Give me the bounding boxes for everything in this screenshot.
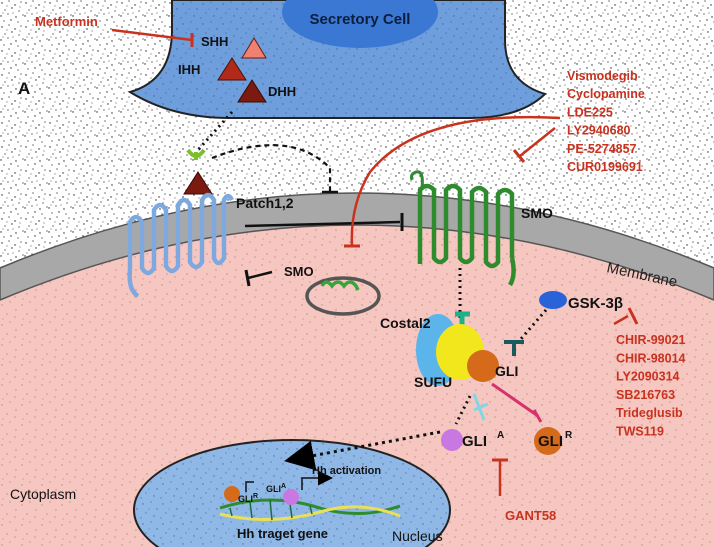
gsk-inhibitor-item: CHIR-99021: [616, 333, 686, 347]
ihh-label: IHH: [178, 62, 200, 77]
shh-label: SHH: [201, 34, 228, 49]
hh-activation-label: Hh activation: [312, 465, 381, 477]
gsk-inhibitor-item: Trideglusib: [616, 406, 683, 420]
gli-label: GLI: [495, 363, 518, 379]
gsk-inhibitor-item: LY2090314: [616, 370, 680, 384]
target-gene-label: Hh traget gene: [237, 526, 328, 541]
internal-smo-label: SMO: [284, 264, 314, 279]
metformin-label: Metformin: [35, 14, 98, 29]
dhh-label: DHH: [268, 84, 296, 99]
gli-activator-protein-icon: [441, 429, 463, 451]
gsk3b-label: GSK-3β: [568, 295, 623, 312]
sufu-label: SUFU: [414, 374, 452, 390]
smo-inhibitor-item: LDE225: [567, 105, 613, 119]
cytoplasm-label: Cytoplasm: [10, 486, 76, 502]
costal2-label: Costal2: [380, 315, 431, 331]
panel-letter: A: [18, 79, 30, 98]
gsk-inhibitor-item: SB216763: [616, 388, 675, 402]
patch-label: Patch1,2: [236, 195, 294, 211]
smo-inhibitor-item: CUR0199691: [567, 160, 643, 174]
smo-inhibitor-item: Vismodegib: [567, 69, 638, 83]
gant58-label: GANT58: [505, 508, 556, 523]
smo-inhibitor-item: PE-5274857: [567, 142, 637, 156]
gsk-inhibitor-item: CHIR-98014: [616, 351, 686, 365]
smo-label: SMO: [521, 205, 553, 221]
nuclear-gli-activator-icon: [283, 489, 299, 505]
smo-inhibitor-item: LY2940680: [567, 124, 631, 138]
secretory-cell-label: Secretory Cell: [310, 11, 411, 28]
smo-inhibitor-item: Cyclopamine: [567, 87, 645, 101]
gsk3b-protein-icon: [539, 291, 567, 309]
nucleus-label: Nucleus: [392, 528, 443, 544]
gsk-inhibitor-item: TWS119: [616, 425, 664, 439]
